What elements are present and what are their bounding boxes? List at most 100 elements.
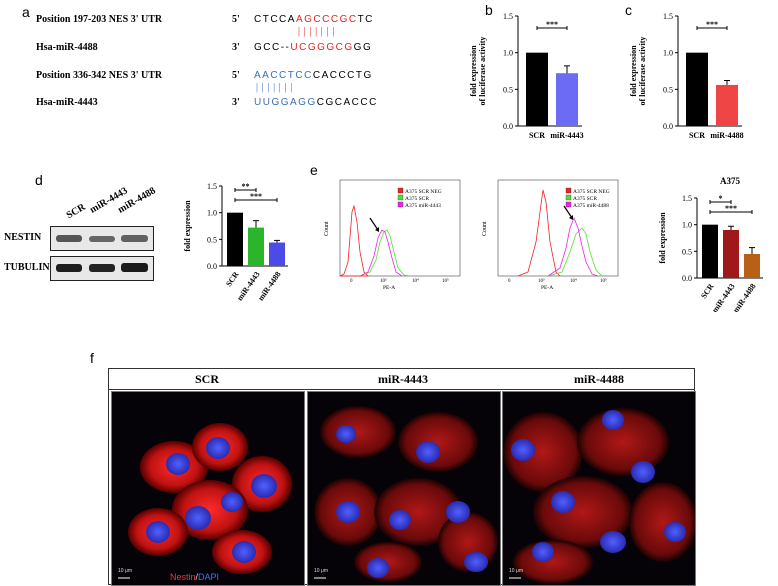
bar: [526, 52, 548, 126]
seq-row1-end: TC: [357, 14, 374, 25]
x-tick-label: SCR: [224, 270, 241, 288]
luciferase-chart-mir4488: 0.0 0.5 1.0 1.5 fold expressionof luciferase…: [630, 12, 744, 140]
y-tick-label: 0.0: [503, 122, 513, 131]
blot-image: [50, 226, 154, 281]
seq-row4-end: CGCACCC: [316, 97, 378, 108]
y-tick-label: 1.0: [682, 221, 692, 230]
wb-lane-scr: SCR: [64, 201, 88, 222]
bar: [248, 227, 264, 266]
wb-row-nestin: NESTIN: [4, 232, 42, 243]
bar: [227, 212, 243, 266]
luciferase-chart-mir4443: 0.0 0.5 1.0 1.5 fold expressionof luciferase…: [470, 12, 584, 140]
y-tick-label: 0.0: [663, 122, 673, 131]
seq-prime-row4: 3': [232, 97, 240, 108]
flow-histogram-mir4488: Count A375 SCR NEG A375 SCR A375 miR-448…: [482, 179, 619, 291]
scale-bar-scr: 10 μm: [118, 568, 132, 574]
panel-label-c: c: [625, 2, 632, 18]
flow2-legend-scr: A375 SCR: [573, 196, 597, 202]
seq-row3-end: CACCCTG: [312, 70, 373, 81]
y-tick-label: 1.5: [682, 194, 692, 203]
flow2-xtick-0: 0: [508, 279, 511, 284]
x-tick-label: miR-4488: [710, 131, 743, 140]
x-tick-label: SCR: [689, 131, 705, 140]
bar: [716, 84, 738, 126]
y-axis-label: fold expressionof luciferase activity: [470, 37, 487, 106]
flow2-xtick-4: 10⁴: [570, 278, 577, 284]
y-tick-label: 0.0: [682, 274, 692, 283]
flow1-xtick-4: 10⁴: [412, 278, 419, 284]
stain-sep: /: [195, 572, 199, 582]
y-tick-label: 0.5: [682, 247, 692, 256]
flow2-xtick-3: 10³: [538, 278, 545, 284]
panel-label-e: e: [310, 162, 318, 178]
seq-row1-red: AGCCCGC: [295, 14, 358, 25]
y-tick-label: 1.0: [207, 209, 217, 218]
y-tick-label: 0.5: [503, 85, 513, 94]
seq-prime-row2: 3': [232, 42, 240, 53]
y-tick-label: 1.5: [503, 12, 513, 21]
y-axis-label: fold expression: [183, 200, 192, 252]
flow1-xtick-3: 10³: [380, 278, 387, 284]
micro-header-mir4443: miR-4443: [378, 372, 428, 386]
scale-bar-mir4443: 10 μm: [314, 568, 328, 574]
bar: [686, 52, 708, 126]
micro-image-mir4488: 10 μm: [502, 391, 696, 586]
scale-bar-mir4488: 10 μm: [509, 568, 523, 574]
x-tick-label: SCR: [529, 131, 545, 140]
micro-header-scr: SCR: [194, 372, 219, 386]
flow-histogram-mir4443: Count A375 SCR NEG A375 SCR A375 miR-444…: [324, 179, 461, 291]
immunofluorescence-panel: SCR miR-4443 miR-4488 10 μm Nestin/DA: [108, 368, 696, 586]
bar: [556, 73, 578, 126]
stain-dapi: DAPI: [198, 572, 220, 582]
panel-label-a: a: [22, 4, 30, 20]
panel-label-b: b: [485, 2, 493, 18]
seq-row2-start: GCC--: [254, 42, 291, 53]
seq-row1-start: CTCCA: [254, 14, 296, 25]
flow2-legend-neg: A375 SCR NEG: [573, 189, 610, 195]
significance-label: *: [719, 194, 723, 203]
flow1-xtick-0: 0: [350, 279, 353, 284]
seq-prime-row3: 5': [232, 70, 240, 81]
panel-label-f: f: [90, 350, 94, 366]
micro-image-mir4443: 10 μm: [307, 391, 501, 586]
significance-label: **: [242, 182, 250, 191]
y-axis-label: fold expression: [658, 212, 667, 264]
bar: [702, 224, 718, 278]
flow1-xlabel: PE-A: [383, 285, 395, 291]
micro-header-mir4488: miR-4488: [574, 372, 624, 386]
bar: [744, 254, 760, 278]
y-tick-label: 0.0: [207, 262, 217, 271]
flow1-xtick-5: 10⁵: [442, 278, 449, 284]
flow1-legend-neg: A375 SCR NEG: [405, 189, 442, 195]
wb-row-tubulin: TUBULIN: [4, 262, 50, 273]
seq-row2-end: GG: [353, 42, 373, 53]
seq-label-row3: Position 336-342 NES 3' UTR: [36, 70, 163, 81]
flow1-legend-mir: A375 miR-4443: [405, 203, 441, 209]
significance-label: ***: [725, 204, 737, 213]
bar: [723, 230, 739, 278]
seq-row3-blue: AACCTCC: [254, 70, 313, 81]
seq-label-row4: Hsa-miR-4443: [36, 97, 98, 108]
significance-label: ***: [546, 20, 558, 29]
chart-title: A375: [720, 176, 740, 186]
pairing-lines-1: | | | | | | |: [298, 26, 335, 37]
flow2-ylabel: Count: [482, 221, 488, 236]
flow2-xtick-5: 10⁵: [600, 278, 607, 284]
seq-label-row1: Position 197-203 NES 3' UTR: [36, 14, 163, 25]
seq-row4-blue: UUGGAGG: [254, 97, 317, 108]
y-tick-label: 1.5: [663, 12, 673, 21]
bar: [269, 242, 285, 266]
flow1-legend-scr: A375 SCR: [405, 196, 429, 202]
panel-label-d: d: [35, 172, 43, 188]
stain-legend: Nestin/DAPI: [170, 572, 219, 582]
stain-nestin: Nestin: [170, 572, 196, 582]
flow2-xlabel: PE-A: [541, 285, 553, 291]
micro-image-scr: 10 μm Nestin/DAPI: [111, 391, 305, 586]
seq-row2-red: UCGGGCG: [290, 42, 354, 53]
x-tick-label: SCR: [699, 282, 716, 300]
seq-prime-row1: 5': [232, 14, 240, 25]
y-axis-label: fold expressionof luciferase activity: [630, 37, 647, 106]
seq-label-row2: Hsa-miR-4488: [36, 42, 98, 53]
flow1-ylabel: Count: [324, 221, 330, 236]
